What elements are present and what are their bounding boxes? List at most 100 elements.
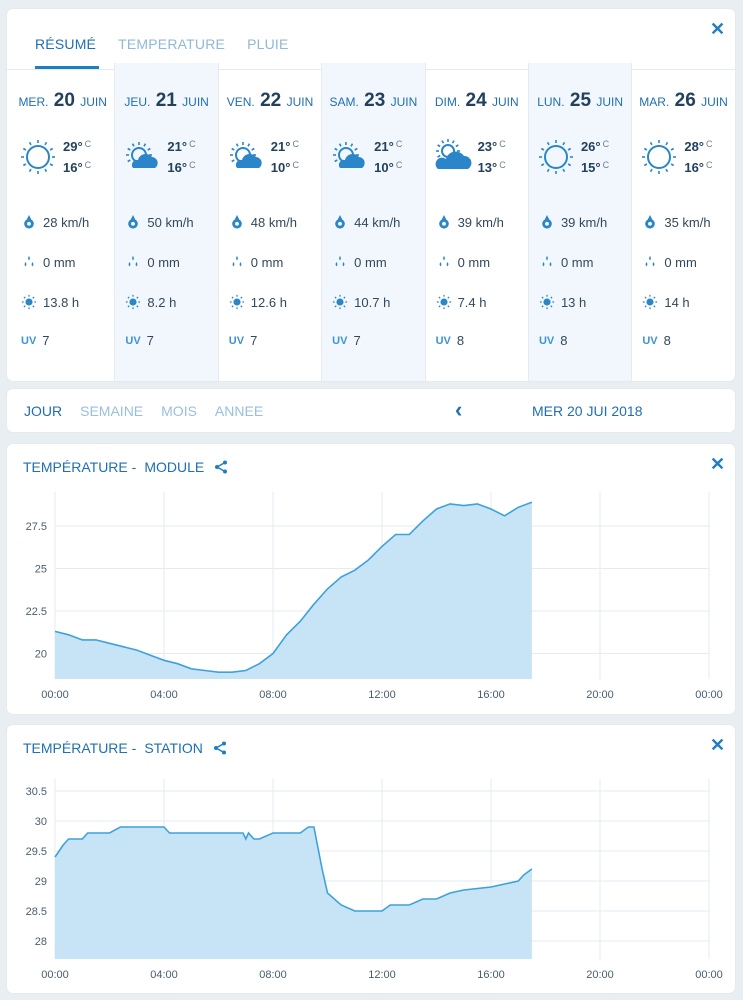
uv-label: UV <box>332 334 348 347</box>
chart-title-text: TEMPÉRATURE - <box>23 459 137 475</box>
chart-card-module: TEMPÉRATURE - MODULE ✕ 20 22.5 25 27.5 00:00… <box>7 444 735 714</box>
sunshine-row: 13.8 h <box>21 293 79 311</box>
day-of-week: MAR. <box>639 95 670 109</box>
temp-high: 29° <box>63 139 83 154</box>
x-tick-label: 12:00 <box>368 969 396 981</box>
rain-row: 0 mm <box>229 253 283 271</box>
share-icon[interactable] <box>214 460 228 474</box>
uv-label: UV <box>21 334 37 347</box>
uv-row: UV 8 <box>539 333 568 348</box>
day-date: MAR. 26 JUIN <box>632 90 734 112</box>
sunshine-row: 12.6 h <box>229 293 287 311</box>
wind-icon <box>125 213 141 231</box>
rain-icon <box>21 253 37 271</box>
sunshine-value: 14 h <box>664 294 690 310</box>
day-of-week: JEU. <box>124 95 151 109</box>
day-date: LUN. 25 JUIN <box>529 90 631 112</box>
temperature-range: 21° C 16° C <box>167 135 195 177</box>
close-icon[interactable]: ✕ <box>710 19 726 39</box>
y-tick-label: 25 <box>35 564 47 576</box>
day-number: 26 <box>674 90 696 111</box>
close-icon[interactable]: ✕ <box>710 454 726 474</box>
x-tick-label: 16:00 <box>477 689 505 701</box>
sun-cloud-icon <box>123 138 161 176</box>
close-icon[interactable]: ✕ <box>710 735 726 755</box>
day-of-week: DIM. <box>434 95 461 109</box>
tab-pluie[interactable]: PLUIE <box>247 36 289 52</box>
y-tick-label: 28 <box>35 936 47 948</box>
period-bar: JOUR SEMAINE MOIS ANNEE ‹ MER 20 JUI 201… <box>7 389 735 432</box>
day-month: JUIN <box>492 95 519 109</box>
rain-value: 0 mm <box>560 254 594 270</box>
day-column[interactable]: VEN. 22 JUIN 21° C 10° C 48 km/h 0 mm 12.6… <box>217 63 321 381</box>
unit-label: C <box>395 139 403 149</box>
wind-row: 35 km/h <box>642 213 711 231</box>
day-of-week: VEN. <box>226 95 255 109</box>
rain-row: 0 mm <box>332 253 387 271</box>
sunshine-value: 13.8 h <box>43 294 80 310</box>
wind-value: 50 km/h <box>147 214 194 230</box>
temperature-range: 23° C 13° C <box>478 135 506 177</box>
share-icon[interactable] <box>213 741 227 755</box>
y-tick-label: 27.5 <box>26 521 47 533</box>
rain-row: 0 mm <box>539 253 594 271</box>
sun-cloud-icon <box>227 138 265 176</box>
uv-label: UV <box>538 334 555 347</box>
forecast-days: MER. 20 JUIN 29° C 16° C 28 km/h 0 mm 13.8… <box>11 63 735 381</box>
day-of-week: LUN. <box>537 95 565 109</box>
period-tab-semaine[interactable]: SEMAINE <box>80 403 144 419</box>
sunshine-row: 10.7 h <box>332 293 390 311</box>
day-column[interactable]: MER. 20 JUIN 29° C 16° C 28 km/h 0 mm 13.8… <box>11 63 114 381</box>
temperature-station-chart: 28 28.5 29 29.5 30 30.5 00:00 04:00 08:00 12:00 16… <box>26 779 723 981</box>
day-column[interactable]: SAM. 23 JUIN 21° C 10° C 44 km/h 0 mm 10.7… <box>321 63 425 381</box>
wind-icon <box>332 213 348 231</box>
uv-value: 7 <box>42 333 50 348</box>
temp-low: 13° <box>477 160 498 175</box>
wind-value: 39 km/h <box>560 214 608 230</box>
uv-row: UV 7 <box>21 333 50 348</box>
tab-temperature[interactable]: TEMPERATURE <box>118 36 226 52</box>
wind-icon <box>21 213 37 231</box>
rain-value: 0 mm <box>147 254 180 270</box>
x-tick-label: 00:00 <box>41 969 69 981</box>
sunshine-icon <box>436 293 452 311</box>
chevron-left-icon[interactable]: ‹ <box>455 397 463 422</box>
uv-label: UV <box>642 334 658 347</box>
temp-low: 15° <box>580 160 601 175</box>
day-month: JUIN <box>182 95 209 109</box>
temperature-module-chart: 20 22.5 25 27.5 00:00 04:00 08:00 12:00 16:00 20:… <box>26 492 723 701</box>
rain-icon <box>436 253 452 271</box>
wind-row: 28 km/h <box>21 213 89 231</box>
day-column[interactable]: MAR. 26 JUIN 28° C 16° C 35 km/h 0 mm 14 h… <box>631 63 734 381</box>
sunshine-value: 12.6 h <box>250 294 287 310</box>
temperature-range: 26° C 15° C <box>581 135 609 177</box>
wind-value: 28 km/h <box>43 214 90 230</box>
day-number: 20 <box>53 90 75 111</box>
day-column[interactable]: DIM. 24 JUIN 23° C 13° C 39 km/h 0 mm 7.4 … <box>424 63 528 381</box>
uv-value: 7 <box>353 333 361 348</box>
uv-value: 7 <box>146 333 154 348</box>
rain-icon <box>229 253 245 271</box>
temperature-range: 21° C 10° C <box>374 135 402 177</box>
y-tick-label: 29 <box>35 876 47 888</box>
uv-value: 8 <box>456 333 465 348</box>
x-tick-label: 08:00 <box>259 689 287 701</box>
wind-value: 44 km/h <box>354 214 401 230</box>
unit-label: C <box>602 160 610 170</box>
period-tab-annee[interactable]: ANNEE <box>214 403 264 419</box>
x-tick-label: 20:00 <box>586 689 614 701</box>
rain-value: 0 mm <box>457 254 491 270</box>
day-number: 21 <box>155 90 177 111</box>
series-line <box>54 501 533 673</box>
sun-icon <box>19 138 57 176</box>
x-tick-label: 00:00 <box>695 969 723 981</box>
day-column[interactable]: JEU. 21 JUIN 21° C 16° C 50 km/h 0 mm 8.2 … <box>114 63 218 381</box>
tab-resume[interactable]: RÉSUMÉ <box>35 36 97 52</box>
temperature-range: 29° C 16° C <box>63 135 91 177</box>
day-column[interactable]: LUN. 25 JUIN 26° C 15° C 39 km/h 0 mm 13 h… <box>527 63 632 381</box>
x-tick-label: 16:00 <box>477 969 505 981</box>
unit-label: C <box>395 160 403 170</box>
unit-label: C <box>499 139 506 149</box>
period-tab-mois[interactable]: MOIS <box>161 403 197 419</box>
period-tab-jour[interactable]: JOUR <box>24 403 63 419</box>
